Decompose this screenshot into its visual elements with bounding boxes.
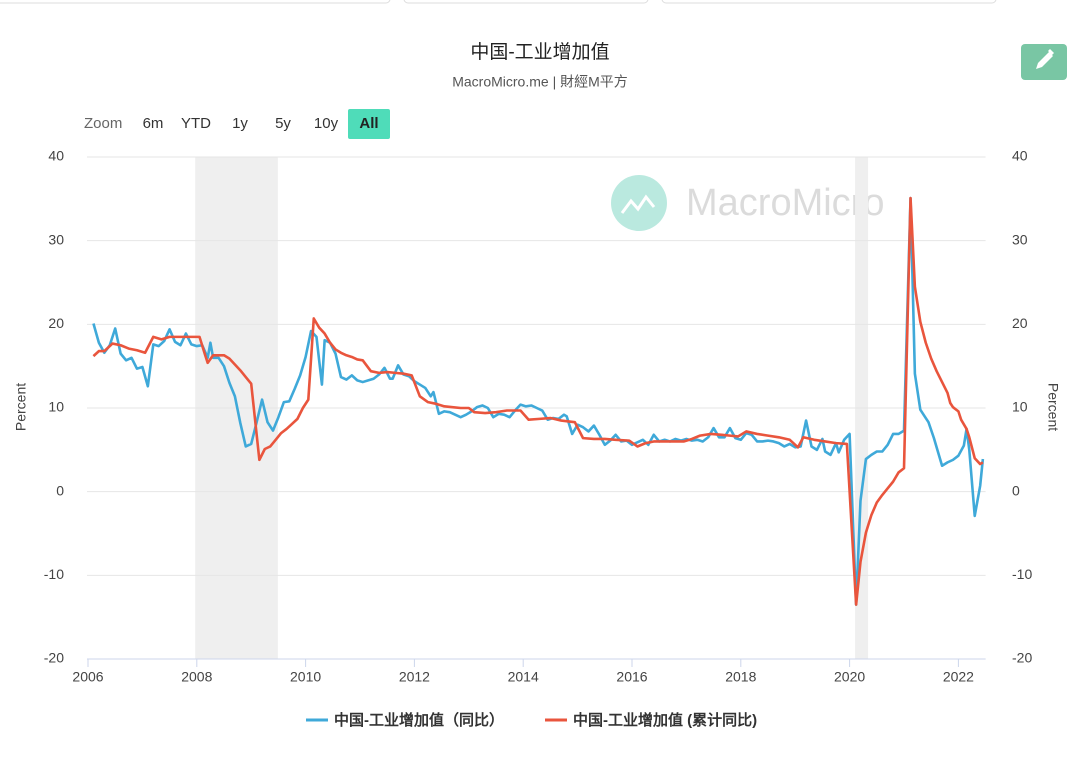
watermark-text: MacroMicro <box>686 182 884 224</box>
range-button[interactable]: YTD <box>181 115 211 132</box>
range-button-label: 5y <box>275 115 291 132</box>
y-axis-title: Percent <box>13 383 29 431</box>
range-button-label: 10y <box>314 115 339 132</box>
series-line <box>92 196 984 606</box>
range-button-label: All <box>359 115 378 132</box>
y-tick-label: 10 <box>48 399 64 415</box>
input-box[interactable] <box>0 0 391 4</box>
x-tick-label: 2010 <box>290 669 321 685</box>
y2-tick-label: 40 <box>1012 148 1028 164</box>
y-tick-label: -10 <box>44 566 64 582</box>
x-tick-label: 2006 <box>72 669 103 685</box>
y2-tick-label: 30 <box>1012 231 1028 247</box>
range-button[interactable]: All <box>348 109 390 139</box>
range-button-label: 1y <box>232 115 248 132</box>
y2-axis-title: Percent <box>1045 383 1061 431</box>
y-tick-label: -20 <box>44 650 64 666</box>
watermark: MacroMicro <box>611 175 884 231</box>
x-tick-label: 2022 <box>943 669 974 685</box>
x-tick-label: 2008 <box>181 669 212 685</box>
chart-title: 中国-工业增加值 <box>470 41 609 63</box>
legend-label: 中国-工业增加值 (累计同比) <box>573 711 757 729</box>
x-tick-label: 2016 <box>616 669 647 685</box>
legend-label: 中国-工业增加值（同比） <box>334 711 504 729</box>
legend-item[interactable]: 中国-工业增加值（同比） <box>306 711 504 729</box>
zoom-label: Zoom <box>84 115 122 132</box>
y-tick-label: 0 <box>56 482 64 498</box>
range-button[interactable]: 1y <box>232 115 248 132</box>
range-button[interactable]: 10y <box>314 115 339 132</box>
y-tick-label: 40 <box>48 148 64 164</box>
input-box[interactable] <box>403 0 649 4</box>
x-tick-label: 2014 <box>508 669 539 685</box>
range-button-label: 6m <box>143 115 164 132</box>
range-button[interactable]: 6m <box>143 115 164 132</box>
watermark-logo <box>611 175 667 231</box>
y2-tick-label: 0 <box>1012 482 1020 498</box>
input-box[interactable] <box>661 0 997 4</box>
y2-tick-label: 10 <box>1012 399 1028 415</box>
watermark-logo-mark <box>620 194 656 214</box>
y2-tick-label: 20 <box>1012 315 1028 331</box>
range-button-active-bg <box>348 109 390 139</box>
edit-button[interactable] <box>1021 44 1067 80</box>
range-button-label: YTD <box>181 115 211 132</box>
y-tick-label: 30 <box>48 231 64 247</box>
y2-tick-label: -10 <box>1012 566 1032 582</box>
pencil-icon <box>1036 49 1054 69</box>
y2-tick-label: -20 <box>1012 650 1032 666</box>
range-button[interactable]: 5y <box>275 115 291 132</box>
legend-item[interactable]: 中国-工业增加值 (累计同比) <box>545 711 757 729</box>
x-tick-label: 2012 <box>399 669 430 685</box>
x-tick-label: 2018 <box>725 669 756 685</box>
y-tick-label: 20 <box>48 315 64 331</box>
x-tick-label: 2020 <box>834 669 865 685</box>
chart-subtitle: MacroMicro.me | 財經M平方 <box>452 74 628 90</box>
